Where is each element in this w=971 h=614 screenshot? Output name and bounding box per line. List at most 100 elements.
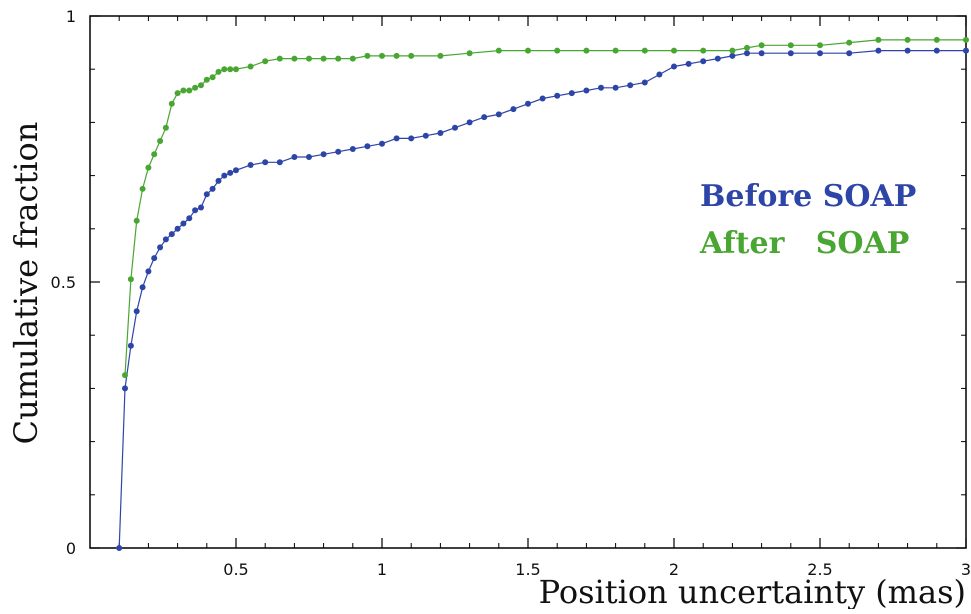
axis-ticks-layer: 0.5 1 1.5 2 2.5 3 0 0.5 1 (51, 7, 971, 579)
data-point-before-soap (127, 342, 134, 349)
data-point-after-soap (209, 74, 216, 81)
data-point-before-soap (437, 130, 444, 136)
data-point-before-soap (700, 58, 707, 65)
data-point-before-soap (758, 50, 765, 57)
plot-frame-layer (89, 15, 967, 549)
data-point-before-soap (162, 236, 169, 243)
data-point-before-soap (422, 132, 429, 139)
data-point-before-soap (349, 146, 356, 152)
data-point-before-soap (568, 90, 575, 97)
data-point-before-soap (846, 50, 853, 57)
series-line-after-soap (124, 39, 966, 376)
data-point-before-soap (192, 207, 199, 214)
data-point-after-soap (133, 217, 140, 224)
data-point-after-soap (466, 50, 473, 57)
y-tick-label: 1 (66, 7, 76, 26)
data-point-before-soap (364, 143, 371, 150)
data-point-before-soap (139, 284, 146, 291)
y-axis-title: Cumulative fraction (7, 122, 45, 445)
x-tick-label: 2 (669, 560, 679, 579)
data-point-after-soap (671, 47, 677, 54)
data-point-after-soap (127, 276, 134, 283)
data-point-before-soap (963, 47, 969, 54)
data-point-after-soap (758, 42, 765, 49)
data-point-before-soap (379, 140, 385, 147)
data-point-before-soap (262, 159, 269, 166)
data-point-before-soap (525, 100, 531, 107)
data-point-before-soap (408, 135, 415, 142)
data-point-before-soap (481, 114, 488, 121)
series-before-soap (116, 47, 969, 551)
data-point-before-soap (554, 92, 561, 99)
data-point-after-soap (157, 138, 164, 144)
data-point-before-soap (598, 84, 604, 91)
data-point-after-soap (139, 185, 146, 192)
data-point-before-soap (393, 135, 400, 142)
data-point-after-soap (379, 52, 385, 59)
data-point-after-soap (904, 36, 911, 43)
data-point-after-soap (180, 87, 187, 94)
data-point-after-soap (151, 151, 158, 158)
data-point-after-soap (203, 76, 210, 83)
data-point-before-soap (510, 106, 517, 113)
data-point-before-soap (276, 159, 283, 166)
data-point-before-soap (320, 151, 327, 158)
data-point-after-soap (787, 42, 794, 49)
series-after-soap (122, 36, 969, 379)
data-point-before-soap (933, 47, 940, 54)
data-point-before-soap (215, 177, 222, 184)
data-point-after-soap (393, 52, 400, 59)
data-point-before-soap (198, 204, 204, 211)
data-point-before-soap (714, 55, 721, 62)
series-layer (116, 36, 969, 551)
data-point-after-soap (846, 39, 853, 46)
data-point-before-soap (180, 220, 187, 227)
data-point-before-soap (787, 50, 794, 57)
data-point-after-soap (408, 52, 415, 59)
data-point-before-soap (685, 60, 692, 67)
data-point-before-soap (583, 87, 590, 94)
data-point-before-soap (744, 50, 750, 57)
data-point-before-soap (466, 119, 473, 126)
data-point-after-soap (276, 55, 283, 62)
legend-before-soap: Before SOAP (700, 179, 916, 214)
data-point-after-soap (192, 84, 199, 91)
data-point-before-soap (133, 308, 140, 315)
data-point-after-soap (145, 164, 152, 171)
data-point-before-soap (539, 95, 546, 102)
data-point-after-soap (554, 47, 561, 54)
data-point-after-soap (320, 55, 327, 62)
data-point-before-soap (157, 244, 164, 251)
x-tick-label: 2.5 (807, 560, 832, 579)
data-point-before-soap (291, 154, 298, 160)
data-point-before-soap (233, 167, 239, 174)
data-point-after-soap (174, 90, 181, 97)
data-point-before-soap (227, 169, 234, 176)
data-point-before-soap (495, 111, 502, 118)
data-point-after-soap (525, 47, 531, 54)
data-point-after-soap (349, 55, 356, 62)
data-point-after-soap (168, 100, 175, 107)
x-tick-label: 3 (961, 560, 971, 579)
y-tick-label: 0 (66, 539, 76, 558)
data-point-after-soap (641, 47, 648, 54)
series-line-before-soap (118, 50, 966, 549)
data-point-after-soap (291, 55, 298, 62)
legend-after-soap: After SOAP (699, 226, 909, 261)
data-point-after-soap (227, 66, 234, 73)
data-point-after-soap (215, 68, 222, 75)
data-point-after-soap (186, 87, 193, 94)
data-point-after-soap (933, 36, 940, 43)
data-point-before-soap (247, 162, 254, 168)
y-tick-label: 0.5 (51, 273, 76, 292)
data-point-before-soap (875, 47, 882, 54)
data-point-before-soap (174, 225, 181, 232)
data-point-before-soap (627, 82, 634, 89)
data-point-after-soap (744, 44, 750, 51)
data-point-before-soap (145, 268, 152, 275)
data-point-after-soap (437, 52, 444, 59)
data-point-before-soap (151, 255, 158, 262)
data-point-after-soap (612, 47, 619, 54)
